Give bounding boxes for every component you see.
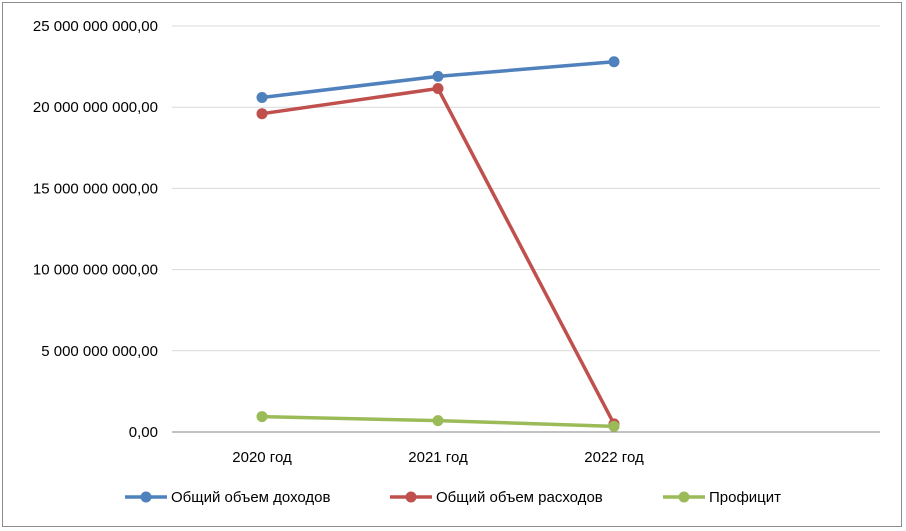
legend-item: Общий объем доходов <box>125 489 331 506</box>
data-point <box>432 415 444 427</box>
data-point <box>256 108 268 120</box>
data-point <box>608 56 620 68</box>
legend-label: Профицит <box>709 489 781 506</box>
legend-item: Общий объем расходов <box>390 489 603 506</box>
series-group <box>256 56 620 103</box>
data-point <box>256 411 268 423</box>
data-point <box>256 91 268 103</box>
series-group <box>256 411 620 432</box>
data-point <box>432 83 444 95</box>
y-tick-label: 25 000 000 000,00 <box>33 18 158 35</box>
legend-label: Общий объем расходов <box>436 489 603 506</box>
legend-marker <box>678 491 690 503</box>
series-lines <box>256 56 620 432</box>
legend-marker <box>140 491 152 503</box>
y-tick-label: 0,00 <box>129 424 158 441</box>
data-point <box>432 70 444 82</box>
x-axis-tick-labels: 2020 год 2021 год 2022 год <box>232 449 644 466</box>
x-tick-label: 2021 год <box>408 449 468 466</box>
data-point <box>608 420 620 432</box>
legend-label: Общий объем доходов <box>171 489 331 506</box>
legend: Общий объем доходов Общий объем расходов П… <box>125 489 781 506</box>
legend-item: Профицит <box>663 489 781 506</box>
y-tick-label: 15 000 000 000,00 <box>33 180 158 197</box>
x-tick-label: 2020 год <box>232 449 292 466</box>
series-line <box>261 86 616 425</box>
gridlines <box>172 25 880 433</box>
y-axis-tick-labels: 0,00 5 000 000 000,00 10 000 000 000,00 15 … <box>33 18 158 441</box>
series-group <box>256 83 620 430</box>
y-tick-label: 20 000 000 000,00 <box>33 99 158 116</box>
legend-marker <box>405 491 417 503</box>
x-tick-label: 2022 год <box>584 449 644 466</box>
y-tick-label: 10 000 000 000,00 <box>33 262 158 279</box>
y-tick-label: 5 000 000 000,00 <box>41 343 158 360</box>
